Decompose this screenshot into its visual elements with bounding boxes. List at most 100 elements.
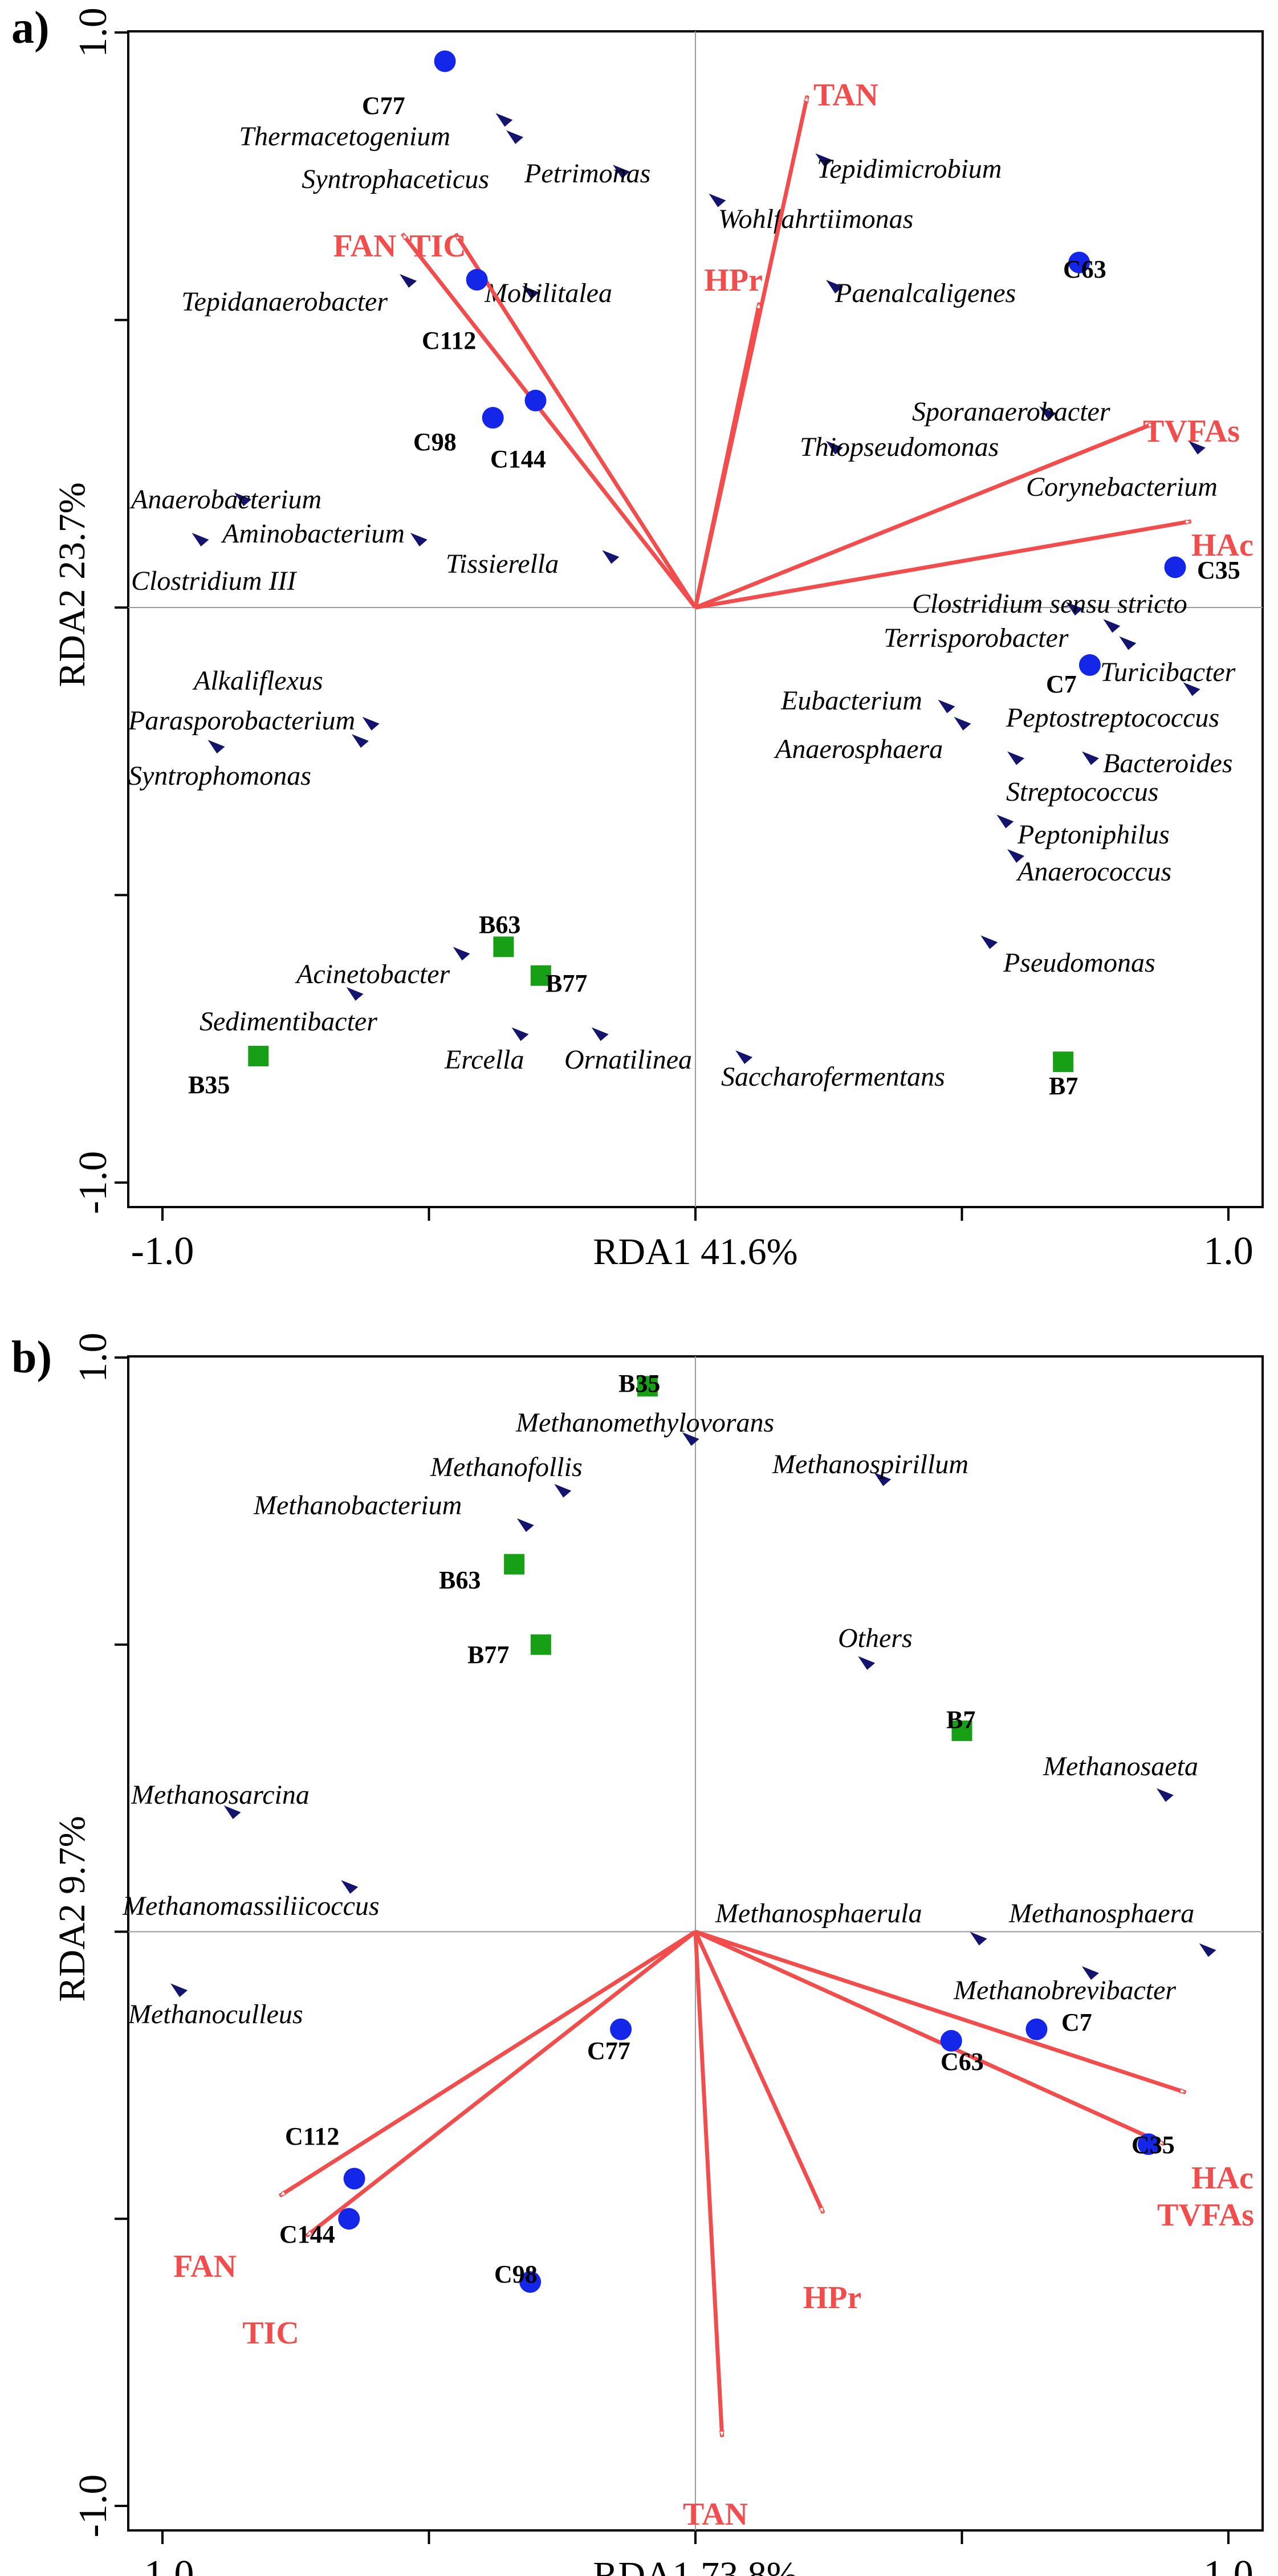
species-marker-eubacterium xyxy=(938,699,955,714)
panel-letter: a) xyxy=(11,3,50,53)
species-marker-wohlfahrtiimonas xyxy=(709,193,726,207)
species-marker-thiopseudomonas xyxy=(826,441,844,455)
x-tick-label: -1.0 xyxy=(131,2553,194,2576)
species-label-turicibacter: Turicibacter xyxy=(1100,657,1236,687)
species-marker-saccharofermentans xyxy=(735,1050,753,1065)
species-label-parasporobacterium: Parasporobacterium xyxy=(128,706,355,736)
species-marker-syntrophaceticus xyxy=(506,130,524,144)
species-marker-methanosphaerula xyxy=(970,1931,987,1946)
env-label-hac: HAc xyxy=(1191,2161,1253,2196)
x-axis-title: RDA1 73.8% xyxy=(593,2554,797,2576)
species-marker-methanomassiliicoccus xyxy=(341,1880,359,1894)
species-marker-bacteroides xyxy=(1081,751,1099,765)
species-marker-anaerobacterium xyxy=(234,492,252,507)
species-label-wohlfahrtiimonas: Wohlfahrtiimonas xyxy=(718,204,913,234)
sample-label-b7: B7 xyxy=(946,1706,975,1734)
sample-point-b63 xyxy=(493,936,514,957)
species-label-clostridium-sensu-stricto: Clostridium sensu stricto xyxy=(912,589,1187,619)
y-tick-label: -1.0 xyxy=(71,1151,115,1214)
panel-a-biplot: a) -1.0 1.0 1.0 -1.0 RDA1 41.6% RDA2 23.7% Ther… xyxy=(11,3,1264,1273)
env-label-hpr: HPr xyxy=(803,2280,862,2316)
sample-point-b77 xyxy=(530,965,551,986)
species-label-clostridium-iii: Clostridium III xyxy=(131,566,297,596)
species-marker-ornatilinea xyxy=(591,1027,609,1041)
sample-label-b35: B35 xyxy=(188,1071,230,1099)
sample-label-b63: B63 xyxy=(479,911,520,939)
species-marker-tepidanaerobacter xyxy=(400,274,417,288)
species-marker-methanoculleus xyxy=(170,1983,188,1998)
env-label-fan: FAN xyxy=(333,229,397,264)
sample-point-c144 xyxy=(338,2208,360,2230)
species-label-anaerosphaera: Anaerosphaera xyxy=(774,734,943,764)
panel-letter: b) xyxy=(11,1332,52,1383)
species-label-thiopseudomonas: Thiopseudomonas xyxy=(800,432,999,462)
species-label-methanospirillum: Methanospirillum xyxy=(772,1449,968,1479)
sample-label-c63: C63 xyxy=(1063,255,1106,283)
sample-label-c144: C144 xyxy=(490,445,546,473)
species-marker-mobilitalea xyxy=(522,286,540,300)
species-label-methanosphaerula: Methanosphaerula xyxy=(715,1898,922,1929)
species-marker-methanofollis xyxy=(554,1483,572,1498)
sample-label-c35: C35 xyxy=(1132,2131,1175,2159)
sample-label-c98: C98 xyxy=(494,2260,538,2288)
species-label-methanosaeta: Methanosaeta xyxy=(1043,1751,1198,1782)
sample-label-c35: C35 xyxy=(1197,556,1240,584)
species-label-methanosphaera: Methanosphaera xyxy=(1008,1898,1194,1929)
species-label-saccharofermentans: Saccharofermentans xyxy=(721,1062,945,1092)
species-marker-sedimentibacter xyxy=(346,987,364,1001)
species-label-methanobrevibacter: Methanobrevibacter xyxy=(953,1975,1176,2006)
env-label-tan: TAN xyxy=(813,78,878,113)
sample-label-b63: B63 xyxy=(439,1566,481,1594)
species-label-terrisporobacter: Terrisporobacter xyxy=(884,623,1069,653)
species-marker-peptostreptococcus xyxy=(1183,682,1200,696)
sample-label-c112: C112 xyxy=(285,2122,339,2150)
species-marker-sporanaerobacter xyxy=(1039,406,1057,420)
species-label-syntrophaceticus: Syntrophaceticus xyxy=(302,164,489,194)
env-label-tic: TIC xyxy=(242,2316,299,2351)
species-label-corynebacterium: Corynebacterium xyxy=(1026,472,1218,502)
species-marker-paenalcaligenes xyxy=(826,279,844,294)
env-vector-hpr xyxy=(693,1931,825,2214)
env-label-hac: HAc xyxy=(1191,528,1253,563)
species-marker-turicibacter xyxy=(1119,636,1137,650)
species-marker-methanospirillum xyxy=(874,1472,892,1486)
species-label-petrimonas: Petrimonas xyxy=(524,158,650,189)
species-marker-ercella xyxy=(511,1027,529,1041)
species-marker-corynebacterium xyxy=(1188,441,1206,455)
species-label-paenalcaligenes: Paenalcaligenes xyxy=(835,278,1016,308)
sample-point-c77 xyxy=(434,50,456,72)
panel-b-biplot: b) -1.0 1.0 1.0 -1.0 RDA1 73.8% RDA2 9.7% Metha… xyxy=(11,1332,1264,2576)
species-marker-alkaliflexus xyxy=(362,716,380,731)
species-marker-tepidimicrobium xyxy=(815,153,833,167)
sample-point-b63 xyxy=(504,1554,525,1575)
species-label-sporanaerobacter: Sporanaerobacter xyxy=(912,397,1110,427)
species-label-sedimentibacter: Sedimentibacter xyxy=(200,1006,377,1037)
species-marker-anaerococcus xyxy=(1007,849,1024,863)
sample-label-c63: C63 xyxy=(941,2048,984,2076)
sample-point-c77 xyxy=(610,2018,632,2040)
sample-point-c98 xyxy=(519,2271,542,2293)
species-marker-terrisporobacter xyxy=(1103,619,1121,633)
env-vector-fan xyxy=(278,1930,697,2198)
x-tick-label: -1.0 xyxy=(131,1229,194,1273)
sample-label-c98: C98 xyxy=(413,428,457,456)
species-marker-thermacetogenium xyxy=(495,113,513,127)
species-label-ornatilinea: Ornatilinea xyxy=(564,1045,692,1075)
sample-label-c77: C77 xyxy=(362,92,405,120)
sample-label-b77: B77 xyxy=(546,969,587,997)
x-tick-label: 1.0 xyxy=(1203,1229,1253,1273)
sample-point-b7 xyxy=(1053,1051,1074,1073)
x-tick-label: 1.0 xyxy=(1203,2553,1253,2576)
species-label-alkaliflexus: Alkaliflexus xyxy=(192,666,323,696)
sample-point-c112 xyxy=(343,2167,365,2190)
sample-point-c7 xyxy=(1078,654,1101,676)
species-label-tepidimicrobium: Tepidimicrobium xyxy=(817,154,1002,184)
sample-point-c35 xyxy=(1137,2133,1159,2155)
sample-point-c112 xyxy=(466,268,488,291)
env-vector-tic xyxy=(454,233,697,609)
species-marker-methanosarcina xyxy=(223,1805,241,1819)
species-label-methanomethylovorans: Methanomethylovorans xyxy=(515,1408,774,1438)
sample-point-b35 xyxy=(637,1376,658,1397)
x-axis-title: RDA1 41.6% xyxy=(593,1231,797,1273)
env-vector-hac xyxy=(694,1930,1186,2094)
